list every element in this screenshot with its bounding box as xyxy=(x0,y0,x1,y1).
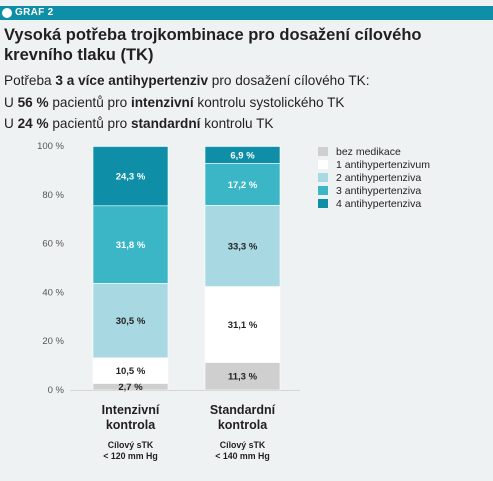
subtitle-emphasis: intenzivní xyxy=(130,95,194,110)
y-tick-label: 40 % xyxy=(42,287,64,298)
bar-segment xyxy=(204,286,281,363)
y-tick-label: 60 % xyxy=(42,239,64,250)
y-tick-label: 20 % xyxy=(42,336,64,347)
y-tick-label: 100 % xyxy=(37,141,64,152)
legend-label: bez medikace xyxy=(336,146,401,158)
subtitle-text: U xyxy=(4,95,18,110)
data-label: 31,8 % xyxy=(116,240,146,251)
data-label: 6,9 % xyxy=(230,150,255,161)
legend-swatch xyxy=(318,160,328,169)
bar-segment xyxy=(204,204,281,287)
subtitle-text: Potřeba xyxy=(4,73,56,88)
data-label: 11,3 % xyxy=(228,372,258,383)
bar-segment xyxy=(92,283,169,359)
data-label: 30,5 % xyxy=(116,316,146,327)
bar-segment xyxy=(92,357,169,384)
y-tick-label: 0 % xyxy=(48,385,65,396)
data-label: 24,3 % xyxy=(116,172,146,183)
legend-swatch xyxy=(318,173,328,182)
bar-segment xyxy=(92,205,169,284)
figure-badge-bar xyxy=(0,6,493,20)
subtitle-emphasis: 56 % xyxy=(17,95,49,110)
x-category-label: Intenzivní xyxy=(102,403,160,417)
data-label: 10,5 % xyxy=(116,366,146,377)
data-label: 31,1 % xyxy=(228,320,258,331)
subtitle-emphasis: 24 % xyxy=(17,116,49,131)
x-category-sublabel: < 120 mm Hg xyxy=(103,451,158,461)
y-tick-label: 80 % xyxy=(42,190,64,201)
subtitle-emphasis: standardní xyxy=(130,116,201,131)
x-category-sublabel: Cílový sTK xyxy=(220,440,266,450)
legend-swatch xyxy=(318,186,328,195)
x-category-sublabel: < 140 mm Hg xyxy=(215,451,270,461)
legend-label: 4 antihypertenziva xyxy=(336,198,421,210)
subtitle-text: pacientů pro xyxy=(48,116,131,131)
subtitle-line-1: Potřeba 3 a více antihypertenziv pro dos… xyxy=(4,72,369,90)
legend-swatch xyxy=(318,199,328,208)
subtitle-text: pro dosažení cílového TK: xyxy=(208,73,370,88)
x-category-label: kontrola xyxy=(106,418,156,432)
legend-label: 2 antihypertenziva xyxy=(336,172,421,184)
data-label: 2,7 % xyxy=(118,382,143,393)
legend-label: 1 antihypertenzivum xyxy=(336,159,430,171)
x-category-sublabel: Cílový sTK xyxy=(108,440,154,450)
subtitle-text: U xyxy=(4,116,18,131)
subtitle-text: kontrolu TK xyxy=(200,116,274,131)
data-label: 33,3 % xyxy=(228,241,258,252)
bar-segment xyxy=(204,146,281,164)
legend-swatch xyxy=(318,147,328,156)
figure-badge-label: GRAF 2 xyxy=(15,7,54,18)
bar-segment xyxy=(204,163,281,206)
legend-label: 3 antihypertenziva xyxy=(336,185,421,197)
data-label: 17,2 % xyxy=(228,180,258,191)
subtitle-text: kontrolu systolického TK xyxy=(193,95,345,110)
subtitle-emphasis: 3 a více antihypertenziv xyxy=(55,73,209,88)
x-category-label: Standardní xyxy=(210,403,276,417)
subtitle-line-3: U 24 % pacientů pro standardní kontrolu … xyxy=(4,115,274,133)
x-category-label: kontrola xyxy=(218,418,268,432)
badge-dot-icon xyxy=(2,8,12,18)
chart-title: Vysoká potřeba trojkombinace pro dosažen… xyxy=(4,26,422,64)
bar-segment xyxy=(92,146,169,207)
subtitle-line-2: U 56 % pacientů pro intenzivní kontrolu … xyxy=(4,94,345,112)
subtitle-text: pacientů pro xyxy=(48,95,131,110)
